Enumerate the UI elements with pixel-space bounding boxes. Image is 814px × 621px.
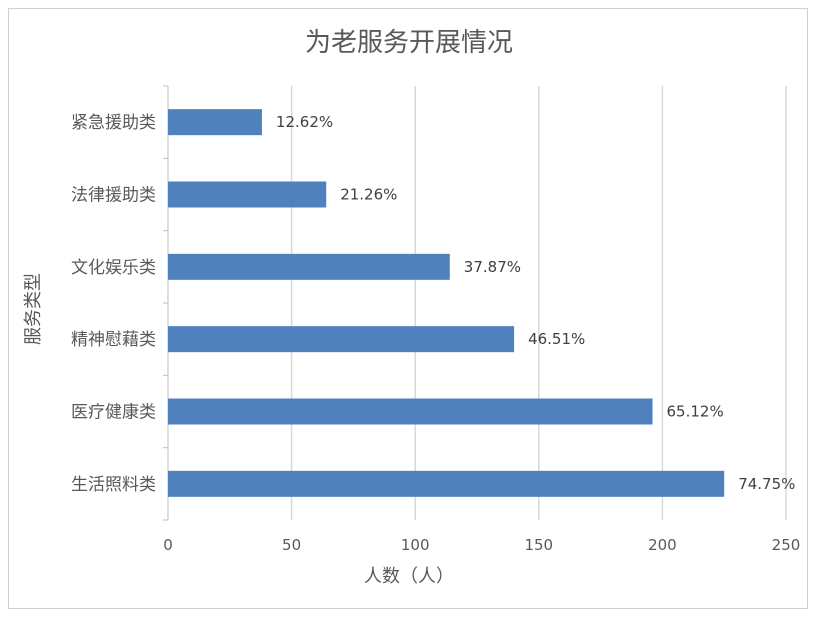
- x-tick-labels: 0 50 100 150 200 250: [163, 536, 800, 554]
- category-label: 精神慰藉类: [71, 330, 156, 350]
- x-tick-label: 200: [648, 536, 677, 554]
- data-label: 74.75%: [738, 475, 795, 493]
- data-label: 21.26%: [340, 186, 397, 204]
- data-label: 46.51%: [528, 330, 585, 348]
- chart-frame: 为老服务开展情况 12.62% 21.26% 37.87% 46.51% 65.12% 7…: [8, 8, 808, 609]
- bar-chart: 为老服务开展情况 12.62% 21.26% 37.87% 46.51% 65.12% 7…: [23, 28, 800, 587]
- x-tick-label: 0: [163, 536, 173, 554]
- bar: [168, 398, 653, 425]
- category-label: 法律援助类: [71, 186, 156, 206]
- category-axis: [163, 85, 169, 521]
- x-axis-title: 人数（人）: [364, 566, 454, 587]
- bars: [168, 109, 725, 497]
- bar: [168, 253, 450, 280]
- chart-title: 为老服务开展情况: [305, 28, 513, 58]
- y-axis-title: 服务类型: [23, 273, 44, 345]
- bar: [168, 109, 262, 136]
- x-tick-label: 50: [282, 536, 301, 554]
- category-label: 生活照料类: [71, 475, 156, 495]
- data-label: 12.62%: [276, 113, 333, 131]
- bar: [168, 326, 515, 353]
- data-label: 65.12%: [667, 403, 724, 421]
- category-label: 紧急援助类: [71, 113, 156, 133]
- data-labels: 12.62% 21.26% 37.87% 46.51% 65.12% 74.75%: [276, 113, 795, 493]
- x-tick-label: 100: [401, 536, 430, 554]
- category-label: 文化娱乐类: [71, 258, 156, 278]
- bar: [168, 470, 725, 497]
- x-tick-label: 250: [772, 536, 801, 554]
- x-tick-label: 150: [524, 536, 553, 554]
- category-label: 医疗健康类: [71, 403, 156, 423]
- bar: [168, 181, 327, 208]
- gridlines: [290, 86, 787, 520]
- data-label: 37.87%: [464, 258, 521, 276]
